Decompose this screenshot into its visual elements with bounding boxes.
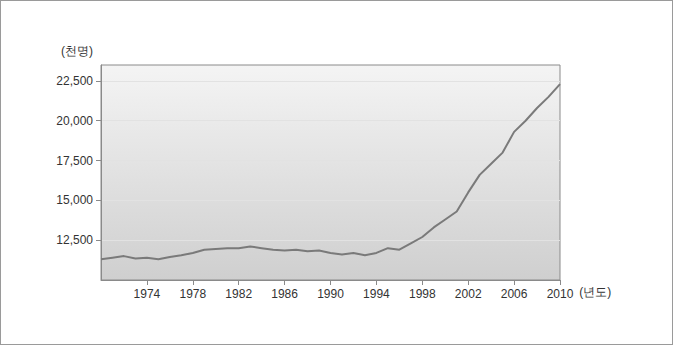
svg-text:17,500: 17,500 xyxy=(56,154,93,168)
svg-text:22,500: 22,500 xyxy=(56,74,93,88)
svg-text:15,000: 15,000 xyxy=(56,193,93,207)
svg-text:1994: 1994 xyxy=(363,287,390,301)
svg-text:1982: 1982 xyxy=(225,287,252,301)
svg-text:2010: 2010 xyxy=(547,287,574,301)
svg-text:1986: 1986 xyxy=(271,287,298,301)
svg-text:(천명): (천명) xyxy=(61,44,93,58)
svg-text:(년도): (년도) xyxy=(579,285,611,299)
svg-text:20,000: 20,000 xyxy=(56,114,93,128)
svg-text:1974: 1974 xyxy=(134,287,161,301)
svg-text:1998: 1998 xyxy=(409,287,436,301)
svg-text:1978: 1978 xyxy=(179,287,206,301)
svg-text:2006: 2006 xyxy=(501,287,528,301)
svg-text:12,500: 12,500 xyxy=(56,233,93,247)
svg-text:1990: 1990 xyxy=(317,287,344,301)
svg-text:2002: 2002 xyxy=(455,287,482,301)
